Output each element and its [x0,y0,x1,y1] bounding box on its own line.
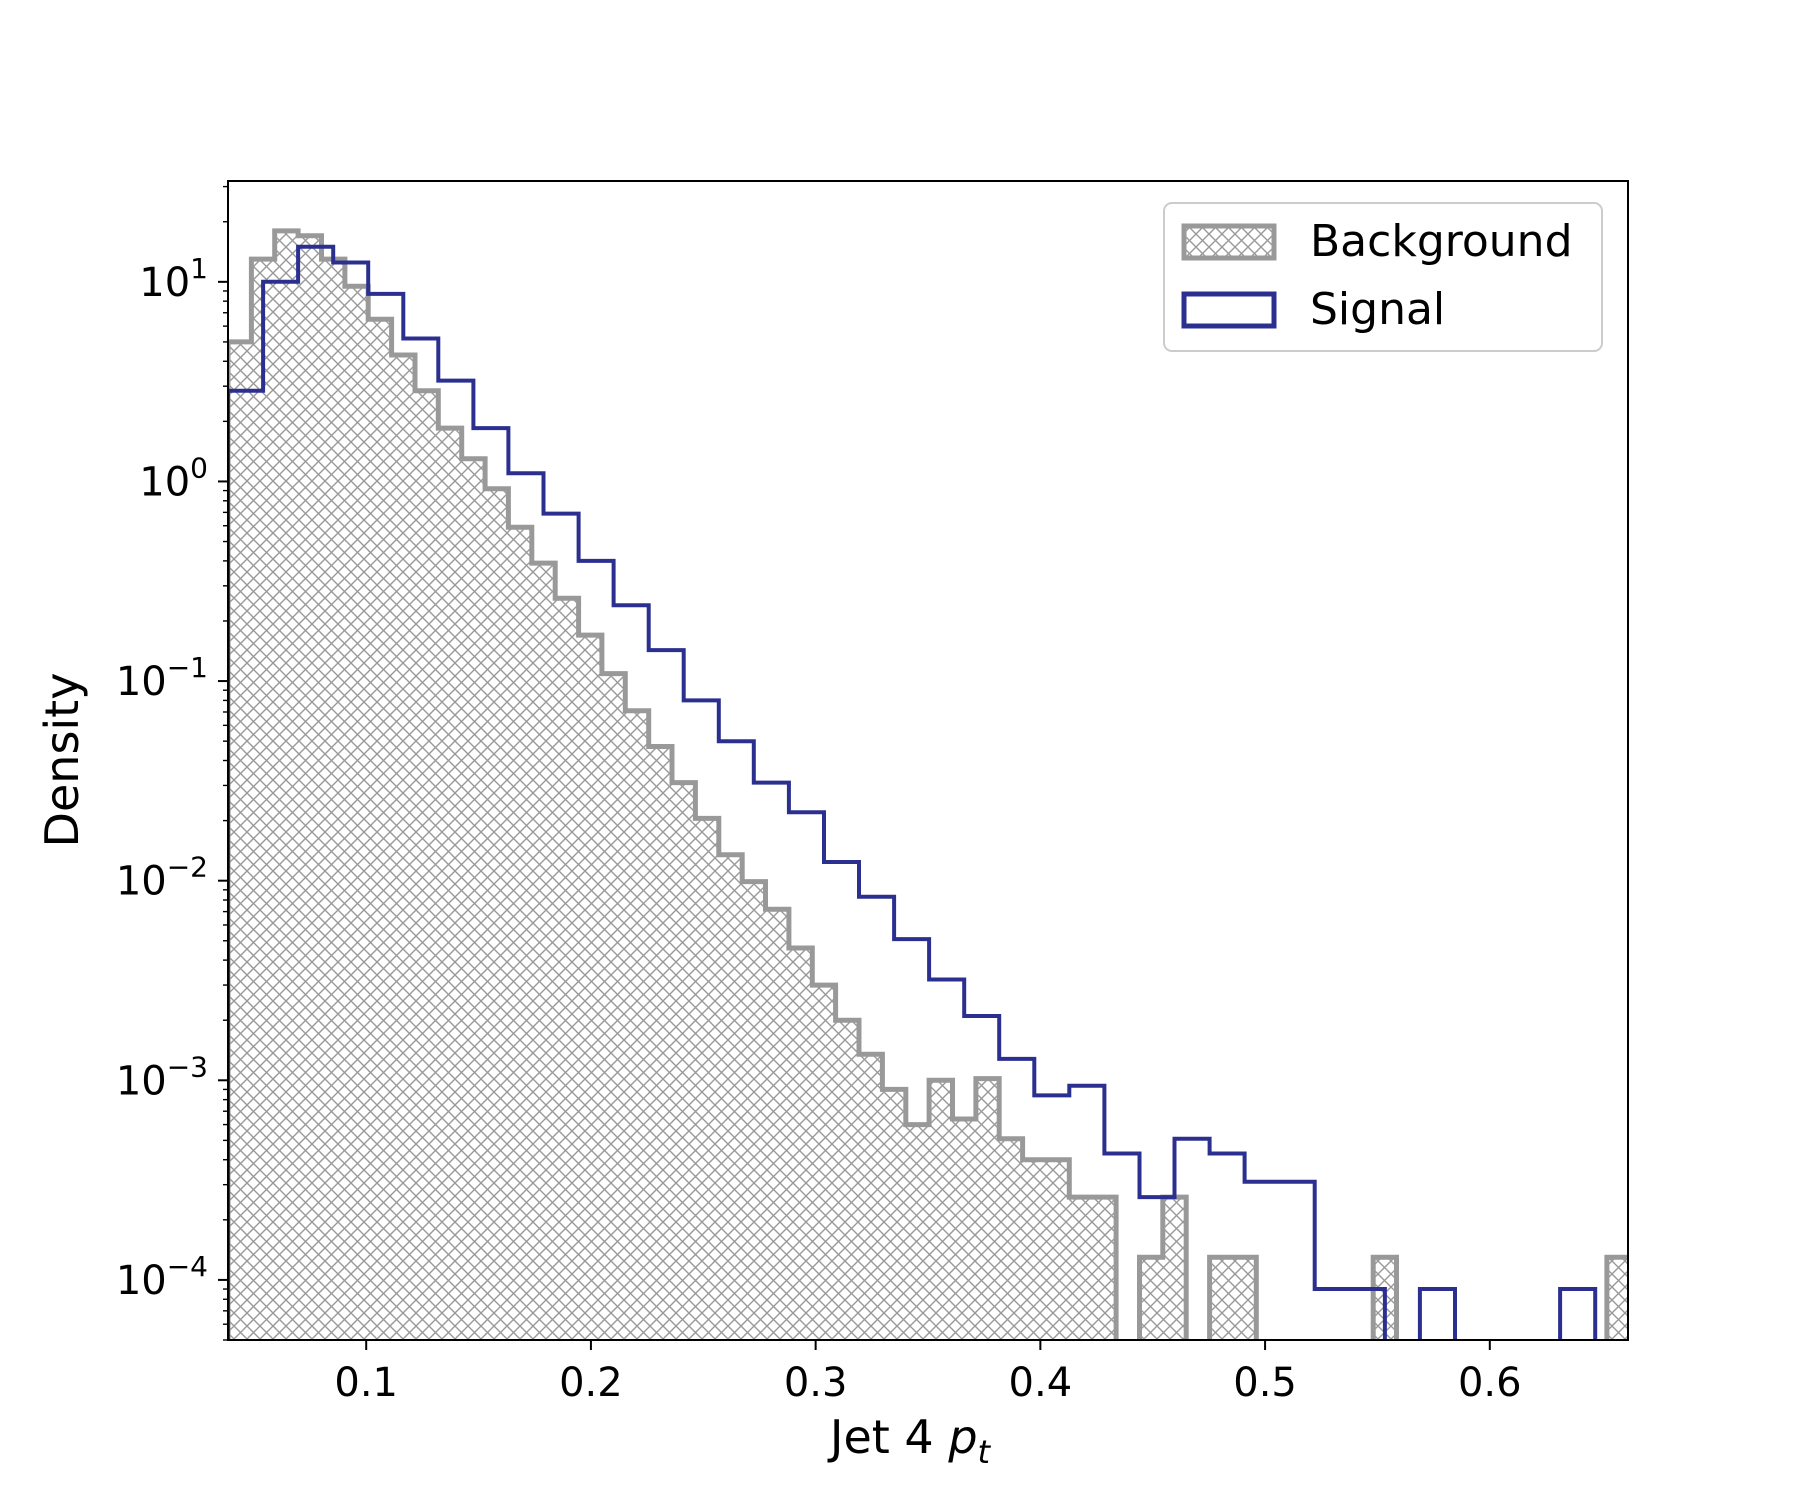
x-tick-label: 0.3 [784,1360,848,1406]
background-bar [905,1124,930,1340]
background-bar [952,1119,977,1340]
background-bar [461,458,486,1340]
legend: Background Signal [1163,202,1603,352]
background-bar [1162,1197,1187,1340]
x-axis-label-var: p [947,1410,977,1464]
background-bar [601,673,626,1340]
x-tick-label: 0.6 [1458,1360,1522,1406]
background-bar [929,1080,954,1340]
background-bar [835,1020,860,1340]
background-bar [344,286,369,1340]
legend-label-signal: Signal [1310,284,1445,335]
background-bar [859,1054,883,1340]
background-bar [391,355,416,1340]
background-bar [298,235,323,1340]
y-tick-label: 10−4 [116,1250,208,1304]
background-bar [742,881,767,1340]
background-bar [1209,1257,1234,1340]
background-bar [1022,1159,1047,1340]
background-bar [531,563,556,1340]
plot-area [228,228,1628,1340]
background-bar [438,428,463,1340]
background-bar [648,746,673,1340]
y-axis-label: Density [35,673,89,848]
y-tick-label: 10−3 [116,1050,208,1104]
background-bar [321,259,346,1340]
background-bar [1232,1257,1257,1340]
x-axis-label-sub: t [978,1433,992,1471]
background-bar [368,319,393,1340]
x-tick-label: 0.2 [559,1360,623,1406]
background-bar [274,230,299,1340]
background-bar [1092,1197,1117,1340]
signal-series [228,244,1598,1340]
axes: 0.1 0.2 0.3 0.4 0.5 0.6 101 100 10−1 10−2 10−3 10−4 [116,180,1629,1406]
y-tick-label: 10−1 [116,651,208,705]
background-bar [1139,1257,1164,1340]
signal-outline [228,244,1598,1340]
background-bar [999,1138,1024,1340]
background-bar [485,488,510,1340]
background-bar [1046,1159,1070,1340]
background-bar [812,985,837,1340]
x-tick-label: 0.1 [334,1360,398,1406]
background-bar [882,1089,907,1340]
background-bar [975,1078,1000,1340]
background-bar [555,598,580,1340]
y-tick-label: 100 [139,451,208,505]
background-bar [228,341,252,1340]
background-bar [415,390,439,1340]
background-bar [695,818,720,1340]
y-tick-label: 101 [139,252,208,306]
legend-swatch-background [1181,223,1277,261]
background-series [228,228,1628,1340]
legend-label-background: Background [1310,216,1573,267]
x-tick-label: 0.4 [1009,1360,1073,1406]
y-tick-label: 10−2 [116,851,208,905]
background-outline [228,228,1628,1340]
background-bar [788,948,813,1340]
background-bar [508,527,533,1340]
x-axis-label: Jet 4 pt [827,1410,992,1471]
x-axis-label-main: Jet 4 [827,1410,934,1464]
background-bar [765,909,790,1340]
x-tick-label: 0.5 [1233,1360,1297,1406]
background-bar [578,635,603,1340]
background-bar [718,854,743,1340]
background-bar [1069,1197,1094,1340]
background-bar [1606,1257,1628,1340]
background-bar [625,710,650,1340]
background-bar [672,782,696,1340]
legend-swatch-signal [1181,291,1277,329]
background-bar [251,259,276,1340]
